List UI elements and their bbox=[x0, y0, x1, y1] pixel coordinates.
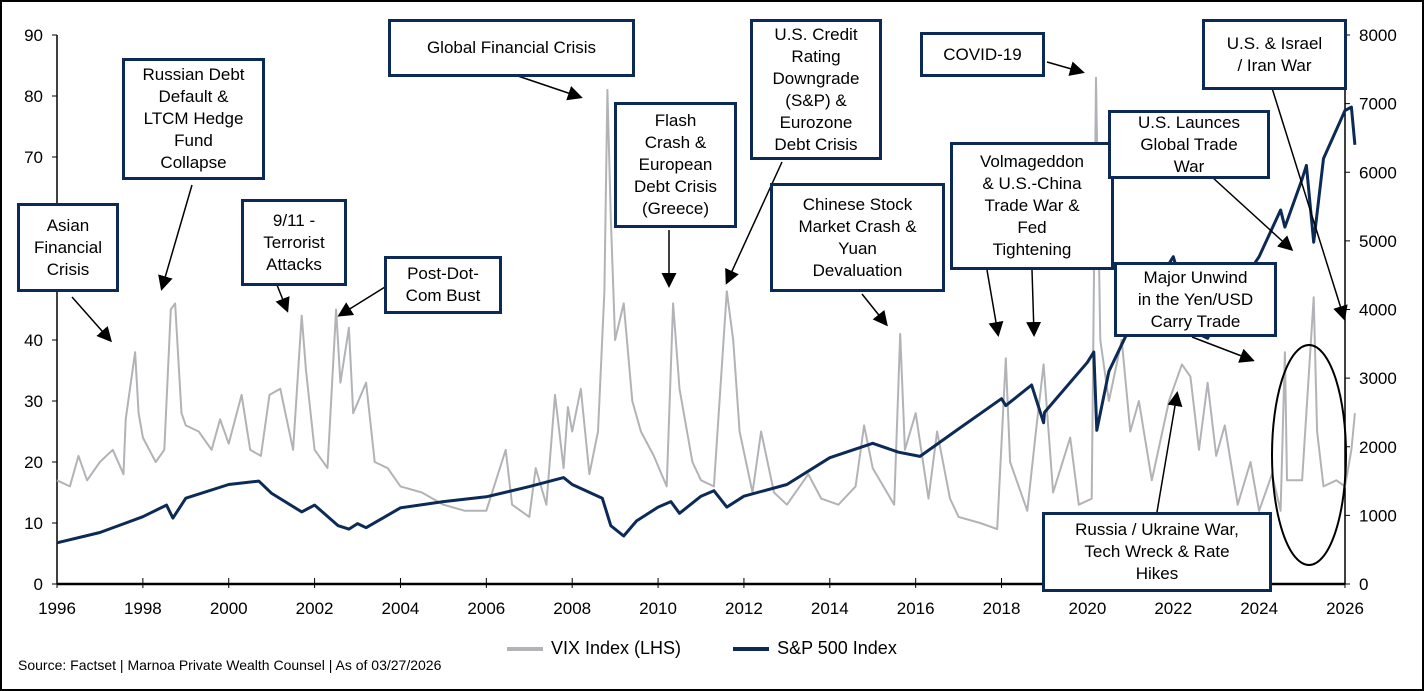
annotation-trade-war: U.S. Launces Global Trade War bbox=[1108, 110, 1270, 179]
y-tick-label-left: 70 bbox=[24, 148, 43, 167]
x-tick-label: 2024 bbox=[1240, 599, 1278, 618]
legend-swatch-sp500 bbox=[733, 646, 770, 651]
y-tick-label-right: 4000 bbox=[1359, 301, 1397, 320]
y-tick-label-left: 40 bbox=[24, 331, 43, 350]
y-tick-label-right: 2000 bbox=[1359, 438, 1397, 457]
source-note: Source: Factset | Marnoa Private Wealth … bbox=[18, 657, 442, 673]
x-tick-label: 2000 bbox=[210, 599, 248, 618]
x-tick-label: 2010 bbox=[639, 599, 677, 618]
annotation-arrow bbox=[158, 184, 193, 291]
annotation-arrow bbox=[1156, 391, 1183, 513]
x-tick-label: 2014 bbox=[811, 599, 849, 618]
annotation-volmageddon: Volmageddon & U.S.-China Trade War & Fed… bbox=[950, 142, 1114, 270]
x-tick-label: 2026 bbox=[1326, 599, 1364, 618]
y-tick-label-left: 0 bbox=[34, 575, 43, 594]
annotation-flash-crash: Flash Crash & European Debt Crisis (Gree… bbox=[614, 102, 737, 228]
x-tick-label: 2002 bbox=[296, 599, 334, 618]
y-tick-label-right: 6000 bbox=[1359, 163, 1397, 182]
y-tick-label-right: 0 bbox=[1359, 575, 1368, 594]
x-tick-label: 2018 bbox=[983, 599, 1021, 618]
y-tick-label-right: 7000 bbox=[1359, 95, 1397, 114]
x-tick-label: 2012 bbox=[725, 599, 763, 618]
annotation-russian-debt: Russian Debt Default & LTCM Hedge Fund C… bbox=[122, 58, 265, 180]
x-tick-label: 1998 bbox=[124, 599, 162, 618]
annotation-arrow bbox=[1026, 269, 1042, 337]
x-tick-label: 1996 bbox=[38, 599, 76, 618]
legend: VIX Index (LHS) S&P 500 Index bbox=[507, 638, 897, 659]
annotation-covid: COVID-19 bbox=[920, 32, 1045, 77]
annotation-gfc: Global Financial Crisis bbox=[388, 19, 635, 77]
annotation-russia-ukraine: Russia / Ukraine War, Tech Wreck & Rate … bbox=[1042, 512, 1272, 592]
vix-line bbox=[56, 76, 1356, 531]
annotation-arrow bbox=[986, 269, 1004, 337]
x-tick-label: 2006 bbox=[467, 599, 505, 618]
x-tick-label: 2020 bbox=[1068, 599, 1106, 618]
highlight-ellipse bbox=[1271, 344, 1347, 566]
x-tick-label: 2008 bbox=[553, 599, 591, 618]
annotation-arrow bbox=[1191, 336, 1255, 363]
annotation-arrow bbox=[725, 161, 783, 285]
y-tick-label-left: 20 bbox=[24, 453, 43, 472]
annotation-iran-war: U.S. & Israel / Iran War bbox=[1202, 19, 1347, 90]
annotation-arrow bbox=[1271, 87, 1348, 321]
annotation-us-downgrade: U.S. Credit Rating Downgrade (S&P) & Eur… bbox=[750, 19, 882, 160]
legend-label-vix: VIX Index (LHS) bbox=[551, 638, 682, 658]
y-tick-label-left: 30 bbox=[24, 392, 43, 411]
x-tick-label: 2016 bbox=[897, 599, 935, 618]
y-tick-label-left: 90 bbox=[24, 26, 43, 45]
annotation-911: 9/11 - Terrorist Attacks bbox=[241, 199, 347, 286]
y-tick-label-right: 5000 bbox=[1359, 232, 1397, 251]
y-tick-label-left: 10 bbox=[24, 514, 43, 533]
annotation-china-crash: Chinese Stock Market Crash & Yuan Devalu… bbox=[770, 183, 945, 292]
x-tick-label: 2004 bbox=[382, 599, 420, 618]
y-tick-label-right: 8000 bbox=[1359, 26, 1397, 45]
annotation-arrow bbox=[1046, 61, 1085, 76]
annotation-asian-crisis: Asian Financial Crisis bbox=[17, 203, 119, 292]
y-tick-label-right: 1000 bbox=[1359, 506, 1397, 525]
annotation-dot-com: Post-Dot- Com Bust bbox=[384, 256, 502, 314]
x-tick-label: 2022 bbox=[1154, 599, 1192, 618]
y-tick-label-right: 3000 bbox=[1359, 369, 1397, 388]
annotation-arrow bbox=[511, 73, 583, 101]
annotation-arrow bbox=[1211, 176, 1294, 252]
y-tick-label-left: 80 bbox=[24, 87, 43, 106]
annotation-arrow bbox=[275, 284, 290, 313]
legend-label-sp500: S&P 500 Index bbox=[777, 638, 897, 658]
annotation-arrow bbox=[337, 286, 386, 317]
annotation-yen-carry: Major Unwind in the Yen/USD Carry Trade bbox=[1114, 262, 1277, 337]
annotation-arrow bbox=[861, 293, 888, 327]
annotation-arrow bbox=[71, 296, 112, 343]
legend-swatch-vix bbox=[507, 646, 543, 651]
